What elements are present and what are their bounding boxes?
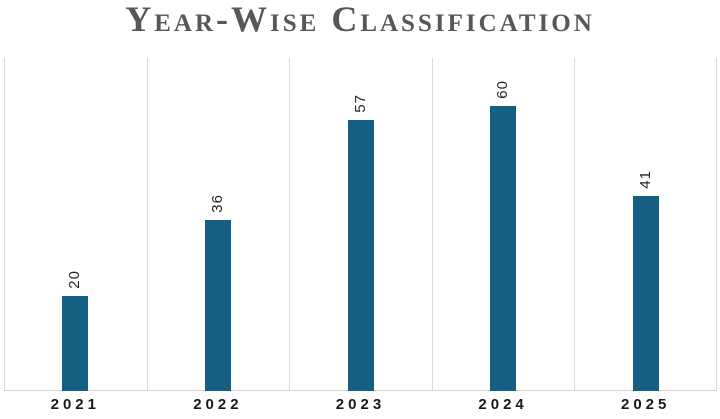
bar-2022 [204,220,231,391]
x-axis-label-2025: 2025 [620,396,671,413]
x-axis-labels-row: 2021 2022 2023 2024 2025 [4,396,717,413]
x-axis-label-2022: 2022 [193,396,243,413]
chart-title: Year-Wise Classification [125,0,595,39]
x-axis-label-2023: 2023 [335,396,386,413]
category-gridline [431,58,433,391]
category-gridline [716,58,717,391]
bar-2023 [347,120,374,391]
data-label-2024: 60 [494,80,512,99]
data-label-2022: 36 [208,194,226,213]
x-axis-label-2024: 2024 [478,396,528,413]
data-label-2025: 41 [636,170,654,189]
data-label-2021: 20 [66,270,84,289]
bar-2021 [62,296,89,391]
bar-2024 [490,106,517,391]
x-axis-label-2021: 2021 [50,396,100,413]
data-label-2023: 57 [351,94,369,113]
bar-2025 [632,196,659,391]
category-gridline [289,58,291,391]
plot-area: 20 36 57 60 41 [4,58,717,391]
category-gridline [4,58,5,391]
category-gridline [574,58,576,391]
category-gridline [146,58,148,391]
